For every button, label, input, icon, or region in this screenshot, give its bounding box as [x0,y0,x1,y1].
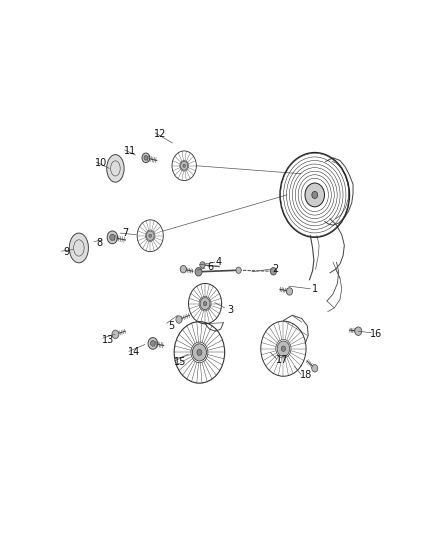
Circle shape [150,341,155,346]
Circle shape [203,302,207,306]
Circle shape [277,341,290,357]
Circle shape [286,288,293,295]
Text: 12: 12 [154,129,166,139]
Circle shape [144,156,148,160]
Circle shape [200,297,210,310]
Text: 5: 5 [168,321,174,331]
Circle shape [305,183,325,207]
Text: 6: 6 [207,262,213,271]
Ellipse shape [69,233,88,263]
Circle shape [355,327,362,335]
Text: 7: 7 [122,228,128,238]
Text: 3: 3 [227,305,233,315]
Circle shape [281,346,286,351]
Text: 15: 15 [173,357,186,367]
Circle shape [312,365,318,372]
Circle shape [197,350,202,356]
Circle shape [112,330,119,338]
Circle shape [146,231,154,240]
Circle shape [183,164,185,167]
Circle shape [180,161,188,170]
Text: 2: 2 [272,264,279,274]
Circle shape [148,337,158,349]
Circle shape [107,231,117,244]
Circle shape [180,265,186,273]
Text: 10: 10 [95,158,108,168]
Circle shape [195,268,202,276]
Circle shape [149,234,152,237]
Text: 17: 17 [276,356,288,365]
Circle shape [142,153,150,163]
Circle shape [312,191,318,198]
Circle shape [176,316,182,323]
Text: 14: 14 [128,348,140,358]
Text: 8: 8 [96,238,102,248]
Circle shape [192,344,206,361]
Text: 11: 11 [124,146,136,156]
Ellipse shape [107,155,124,182]
Text: 9: 9 [64,247,70,257]
Text: 4: 4 [216,257,222,267]
Text: 1: 1 [312,284,318,294]
Circle shape [270,268,276,275]
Circle shape [110,234,115,240]
Text: 13: 13 [102,335,114,345]
Text: 18: 18 [300,370,312,380]
Text: 16: 16 [371,329,383,339]
Circle shape [236,267,241,273]
Circle shape [200,262,205,268]
